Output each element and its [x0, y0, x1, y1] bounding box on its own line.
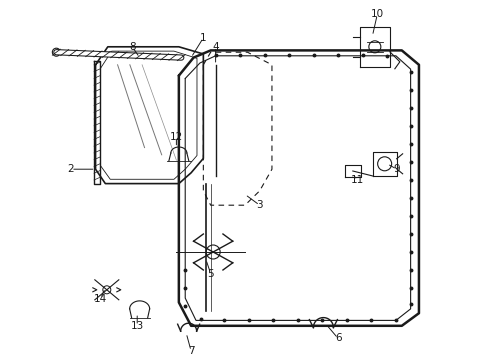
- Text: 14: 14: [94, 294, 107, 304]
- Text: 7: 7: [188, 346, 195, 356]
- Text: 5: 5: [207, 269, 214, 279]
- Polygon shape: [96, 47, 203, 184]
- Text: 12: 12: [170, 132, 183, 142]
- Text: 13: 13: [130, 321, 144, 331]
- Text: 9: 9: [393, 164, 400, 174]
- Text: 11: 11: [351, 175, 365, 185]
- Text: 1: 1: [200, 33, 207, 43]
- Text: 2: 2: [68, 164, 74, 174]
- Text: 3: 3: [256, 200, 263, 210]
- Text: 6: 6: [335, 333, 342, 343]
- Text: 10: 10: [371, 9, 384, 19]
- Text: 8: 8: [129, 42, 136, 52]
- Text: 4: 4: [212, 42, 219, 52]
